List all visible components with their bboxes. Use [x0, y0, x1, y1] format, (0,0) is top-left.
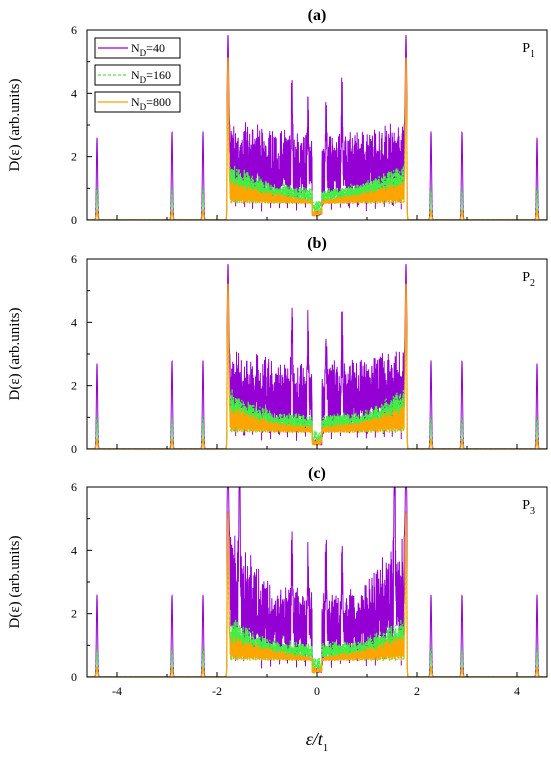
y-tick-label: 2: [71, 150, 77, 164]
y-axis-label: D(ε) (arb.units): [7, 79, 23, 172]
series-line-1: [87, 486, 547, 678]
x-tick-label: -2: [212, 684, 222, 698]
series-line-3: [87, 283, 547, 450]
series-line-2: [87, 93, 547, 221]
legend-subscript: D: [140, 48, 147, 58]
y-tick-label: 0: [71, 670, 77, 684]
legend: ND=40 ND=160 ND=800: [94, 37, 181, 113]
legend-item: ND=160: [94, 64, 181, 86]
panel-label-subscript: 2: [530, 278, 535, 289]
y-tick-label: 2: [71, 607, 77, 621]
panel-b: (b) D(ε) (arb.units) 0 2 4 6 P2: [7, 235, 548, 456]
panel-label: P2: [522, 270, 535, 289]
axes-frame: [86, 486, 548, 678]
x-tick-label: 0: [314, 684, 320, 698]
legend-value: =40: [146, 41, 165, 55]
legend-label: ND=160: [131, 68, 171, 85]
series-line-1: [87, 34, 547, 221]
x-tick-label: 4: [514, 684, 520, 698]
legend-label: ND=40: [131, 41, 165, 58]
series-line-1: [87, 263, 547, 450]
legend-box: [94, 91, 181, 113]
y-tick-label: 6: [71, 23, 77, 37]
legend-item: ND=40: [94, 37, 181, 59]
legend-subscript: D: [140, 102, 147, 112]
legend-subscript: D: [140, 75, 147, 85]
panel-title: (a): [308, 7, 327, 24]
legend-value: =160: [146, 68, 171, 82]
legend-item: ND=800: [94, 91, 181, 113]
y-tick-label: 0: [71, 213, 77, 227]
y-tick-label: 0: [71, 442, 77, 456]
legend-box: [94, 37, 181, 59]
panel-title: (c): [308, 465, 326, 482]
y-tick-label: 6: [71, 480, 77, 494]
panel-label-subscript: 1: [530, 49, 535, 60]
x-tick-label: -4: [112, 684, 122, 698]
panel-label: P3: [522, 498, 535, 517]
legend-value: =800: [146, 95, 171, 109]
x-axis-label: ε/t1: [306, 729, 329, 754]
y-tick-label: 6: [71, 252, 77, 266]
panel-a: (a) D(ε) (arb.units) 0 2 4 6 P1: [7, 7, 548, 227]
y-axis-label: D(ε) (arb.units): [7, 308, 23, 401]
panel-title: (b): [307, 235, 327, 252]
panel-label: P1: [522, 41, 535, 60]
y-axis-label: D(ε) (arb.units): [7, 536, 23, 629]
x-tick-label: 2: [414, 684, 420, 698]
y-tick-label: 4: [71, 86, 77, 100]
series-line-2: [87, 320, 547, 450]
panel-label-subscript: 3: [530, 506, 535, 517]
series-line-2: [87, 548, 547, 678]
x-axis-label-subscript: 1: [323, 742, 329, 754]
legend-box: [94, 64, 181, 86]
y-tick-label: 2: [71, 379, 77, 393]
y-tick-label: 4: [71, 315, 77, 329]
series-line-3: [87, 511, 547, 678]
y-tick-label: 4: [71, 543, 77, 557]
axes-frame: [86, 258, 548, 450]
panel-c: (c) D(ε) (arb.units) 0 2 4 6 -4 -2 0 2 4 P3: [7, 465, 548, 698]
